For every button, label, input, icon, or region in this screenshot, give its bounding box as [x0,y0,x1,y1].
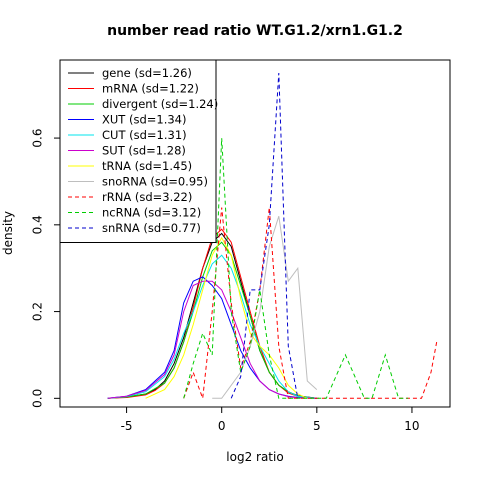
x-axis: -5 0 5 10 [121,406,420,433]
legend-label: SUT (sd=1.28) [102,144,186,158]
y-tick-label: 0.4 [31,215,45,234]
legend-label: mRNA (sd=1.22) [102,82,199,96]
x-tick-label: -5 [121,419,133,433]
legend-label: gene (sd=1.26) [102,66,192,80]
legend-label: XUT (sd=1.34) [102,113,186,127]
series-line [183,207,438,399]
x-tick-label: 5 [313,419,321,433]
legend-label: tRNA (sd=1.45) [102,159,192,173]
series-line [107,280,317,399]
legend-label: snRNA (sd=0.77) [102,221,201,235]
legend-label: ncRNA (sd=3.12) [102,206,201,220]
legend-label: CUT (sd=1.31) [102,128,187,142]
legend: gene (sd=1.26) mRNA (sd=1.22)divergent (s… [59,59,218,243]
legend-label: rRNA (sd=3.22) [102,190,192,204]
x-axis-label: log2 ratio [226,450,283,464]
y-tick-label: 0.2 [31,302,45,321]
series-line [183,138,409,399]
y-tick-label: 0.0 [31,389,45,408]
series-layer [107,72,438,399]
series-line [145,236,308,399]
x-tick-label: 10 [404,419,419,433]
legend-label: divergent (sd=1.24) [102,97,218,111]
series-line [230,72,299,399]
series-line [212,216,318,399]
y-axis-label: density [1,211,15,255]
series-line [107,254,317,399]
series-line [107,241,317,399]
legend-label: snoRNA (sd=0.95) [102,175,208,189]
chart-title: number read ratio WT.G1.2/xrn1.G1.2 [107,23,403,39]
y-tick-label: 0.6 [31,129,45,148]
x-tick-label: 0 [218,419,226,433]
